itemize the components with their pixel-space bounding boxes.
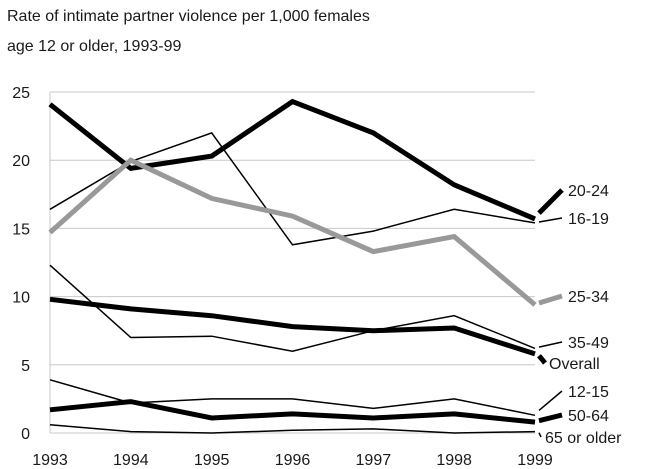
x-tick-label: 1995: [194, 452, 230, 469]
chart-title-line-1: Rate of intimate partner violence per 1,…: [7, 8, 370, 25]
legend-marker-35-49: [538, 341, 563, 348]
series-line-20-24: [48, 98, 536, 222]
legend-label-20-24: 20-24: [568, 183, 609, 200]
x-tick-label: 1998: [436, 452, 472, 469]
series-line-35-49: [49, 264, 536, 352]
legend-marker-12-15: [538, 390, 563, 411]
legend-marker-16-19: [538, 217, 563, 223]
series-line-25-34: [48, 157, 537, 307]
x-tick-label: 1994: [113, 452, 149, 469]
series-line-65-or-older: [49, 424, 536, 434]
legend-label-50-64: 50-64: [568, 408, 609, 425]
series-line-12-15: [49, 379, 536, 417]
legend-label-12-15: 12-15: [568, 384, 609, 401]
y-tick-label: 20: [12, 153, 30, 170]
x-tick-label: 1997: [356, 452, 392, 469]
legend-marker-overall: [537, 354, 547, 365]
legend-label-35-49: 35-49: [568, 335, 609, 352]
y-tick-label: 5: [21, 358, 30, 375]
y-tick-label: 0: [21, 426, 30, 443]
legend-marker-50-64: [538, 412, 563, 424]
y-tick-label: 15: [12, 221, 30, 238]
legend-marker-20-24: [537, 188, 564, 215]
legend-marker-25-34: [538, 293, 563, 306]
series-line-overall: [49, 296, 536, 357]
legend-marker-65-or-older: [538, 432, 542, 438]
legend-label-25-34: 25-34: [568, 289, 609, 306]
x-tick-label: 1996: [275, 452, 311, 469]
y-tick-label: 10: [12, 290, 30, 307]
legend-label-overall: Overall: [549, 356, 600, 373]
x-tick-label: 1993: [32, 452, 68, 469]
legend-label-65-or-older: 65 or older: [545, 430, 622, 447]
y-tick-label: 25: [12, 85, 30, 102]
chart-title-line-2: age 12 or older, 1993-99: [7, 38, 182, 55]
series-line-50-64: [49, 399, 536, 425]
x-tick-label: 1999: [517, 452, 553, 469]
legend-label-16-19: 16-19: [568, 211, 609, 228]
